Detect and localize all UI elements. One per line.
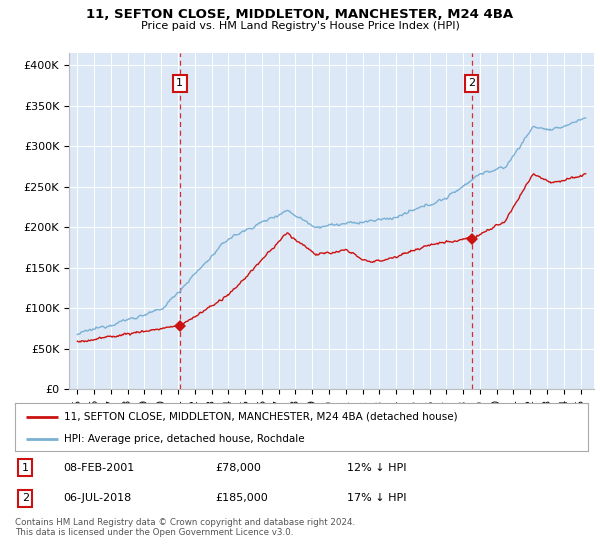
Text: 2: 2: [22, 493, 29, 503]
Text: 17% ↓ HPI: 17% ↓ HPI: [347, 493, 407, 503]
Text: 1: 1: [22, 463, 29, 473]
Text: 2: 2: [468, 78, 475, 88]
Text: 08-FEB-2001: 08-FEB-2001: [64, 463, 135, 473]
Text: HPI: Average price, detached house, Rochdale: HPI: Average price, detached house, Roch…: [64, 434, 304, 444]
Text: 11, SEFTON CLOSE, MIDDLETON, MANCHESTER, M24 4BA: 11, SEFTON CLOSE, MIDDLETON, MANCHESTER,…: [86, 8, 514, 21]
Text: Contains HM Land Registry data © Crown copyright and database right 2024.
This d: Contains HM Land Registry data © Crown c…: [15, 518, 355, 538]
Text: 11, SEFTON CLOSE, MIDDLETON, MANCHESTER, M24 4BA (detached house): 11, SEFTON CLOSE, MIDDLETON, MANCHESTER,…: [64, 412, 457, 422]
Text: Price paid vs. HM Land Registry's House Price Index (HPI): Price paid vs. HM Land Registry's House …: [140, 21, 460, 31]
Text: 06-JUL-2018: 06-JUL-2018: [64, 493, 132, 503]
Text: 1: 1: [176, 78, 183, 88]
Text: £78,000: £78,000: [215, 463, 262, 473]
Text: £185,000: £185,000: [215, 493, 268, 503]
Text: 12% ↓ HPI: 12% ↓ HPI: [347, 463, 407, 473]
